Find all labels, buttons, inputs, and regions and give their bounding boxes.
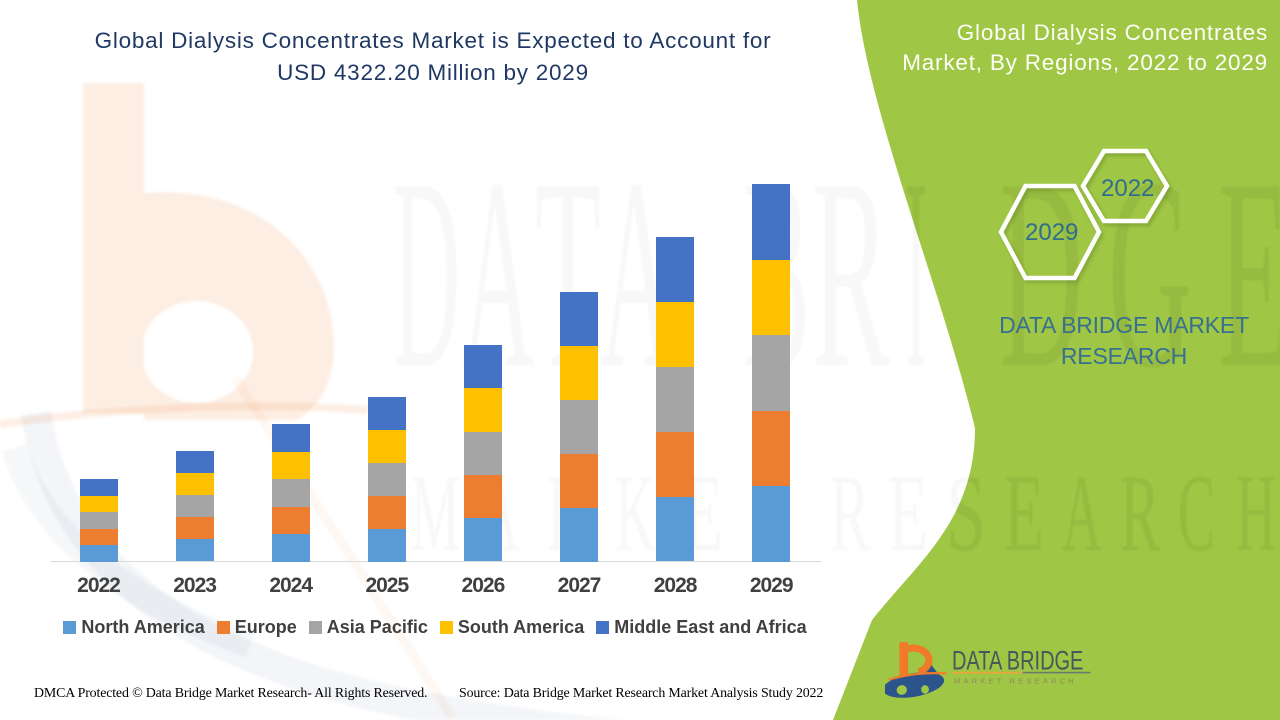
svg-text:K: K	[615, 451, 655, 573]
svg-text:E: E	[1004, 452, 1044, 575]
svg-text:H: H	[1236, 451, 1276, 573]
svg-text:A: A	[1062, 451, 1102, 573]
svg-text:MARKET RESEARCH: MARKET RESEARCH	[954, 677, 1077, 686]
svg-text:R: R	[812, 123, 890, 425]
svg-text:R: R	[1120, 453, 1160, 575]
svg-text:DATA BRIDGE: DATA BRIDGE	[952, 646, 1083, 677]
svg-text:M: M	[411, 451, 460, 574]
svg-text:R: R	[830, 453, 870, 575]
svg-text:C: C	[1178, 451, 1215, 573]
svg-text:D: D	[393, 123, 460, 426]
svg-text:E: E	[888, 452, 928, 575]
svg-text:E: E	[1218, 124, 1280, 425]
